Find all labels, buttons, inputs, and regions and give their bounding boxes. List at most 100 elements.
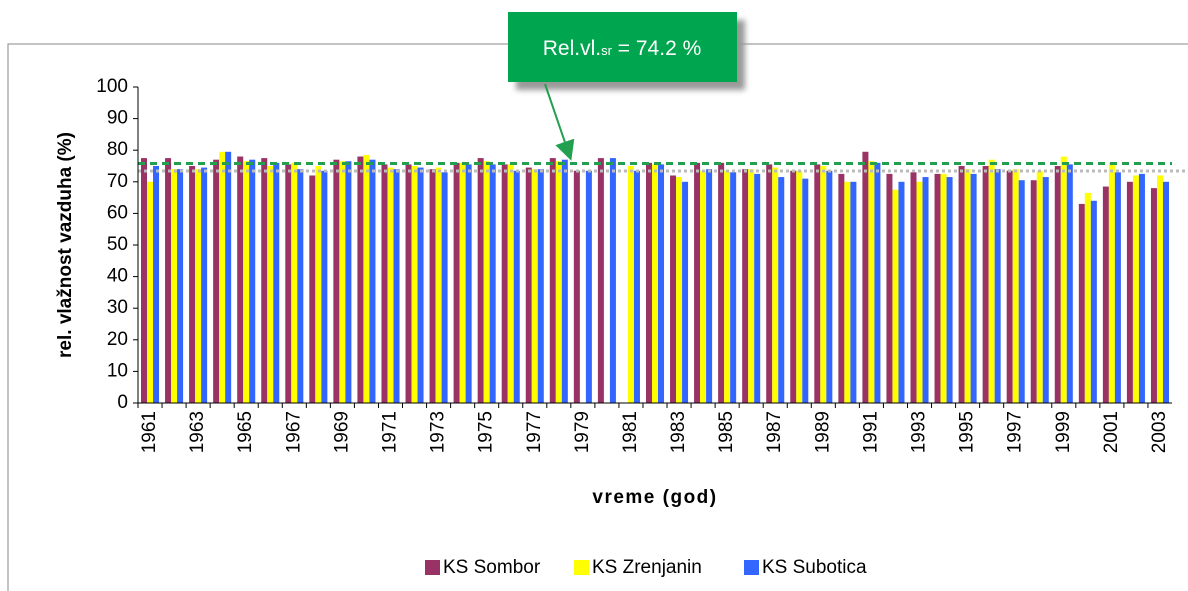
x-tick-label: 1991 (860, 411, 881, 453)
bar (964, 169, 971, 403)
x-tick-label: 1969 (331, 411, 352, 453)
x-tick-label: 1997 (1005, 411, 1026, 453)
legend-swatch (425, 560, 440, 575)
bar (988, 159, 995, 403)
bar (1078, 203, 1085, 403)
bar (1132, 175, 1139, 403)
annotation-box (508, 12, 737, 82)
bar (213, 159, 220, 403)
bar (201, 167, 208, 403)
frame (7, 43, 1188, 591)
bar (802, 178, 809, 403)
x-tick-label: 1987 (764, 411, 785, 453)
bar (940, 173, 947, 403)
x-tick-label: 1965 (235, 411, 256, 453)
bar (513, 170, 520, 403)
bar (147, 181, 154, 403)
bar (339, 161, 346, 403)
bar (1084, 192, 1091, 403)
bar (177, 169, 184, 403)
annotation: Rel.vl.sr = 74.2 % (508, 12, 737, 161)
bar (730, 172, 737, 403)
bar (670, 175, 677, 403)
bar (754, 173, 761, 403)
bar (1030, 180, 1037, 403)
y-tick-label: 80 (107, 139, 128, 160)
bar (1066, 164, 1073, 403)
bar (483, 161, 490, 403)
x-tick-label: 1981 (620, 411, 641, 453)
bar (237, 156, 244, 403)
bar (393, 169, 400, 403)
bar (141, 158, 148, 403)
bar (459, 162, 466, 403)
bar (724, 170, 731, 403)
bar (958, 166, 965, 403)
x-tick-label: 2003 (1149, 411, 1170, 453)
bar (165, 158, 172, 403)
bar (525, 167, 532, 403)
bar (441, 172, 448, 403)
x-tick-label: 1995 (957, 411, 978, 453)
bar (261, 158, 268, 403)
bar (820, 166, 827, 403)
bar (1006, 170, 1013, 403)
bar (321, 170, 328, 403)
bar (1060, 156, 1067, 403)
bar (778, 177, 785, 403)
bar (267, 166, 274, 403)
y-tick-label: 90 (107, 108, 128, 129)
bar (658, 164, 665, 403)
bar (357, 156, 364, 403)
bar (1114, 172, 1121, 403)
bar (507, 164, 514, 403)
bar (411, 166, 418, 403)
bar (219, 151, 226, 403)
bar (189, 166, 196, 403)
bar (531, 169, 538, 403)
y-tick-label: 0 (117, 392, 128, 413)
bar (633, 170, 640, 403)
bar (772, 167, 779, 403)
bar (549, 158, 556, 403)
bar (826, 170, 833, 403)
x-tick-label: 1975 (476, 411, 497, 453)
bar (345, 161, 352, 403)
bar (1042, 177, 1049, 403)
bar (429, 169, 436, 403)
legend-label: KS Subotica (762, 557, 867, 578)
bar (922, 177, 929, 403)
bar (1090, 200, 1097, 403)
legend: KS Sombor KS Zrenjanin KS Subotica (425, 557, 867, 578)
bar (249, 159, 256, 403)
x-tick-label: 1973 (428, 411, 449, 453)
x-tick-label: 1983 (668, 411, 689, 453)
y-tick-label: 30 (107, 297, 128, 318)
bar (609, 158, 616, 403)
bar (405, 164, 412, 403)
bar (766, 164, 773, 403)
bar (676, 177, 683, 403)
bar (273, 162, 280, 403)
x-tick-label: 1999 (1053, 411, 1074, 453)
annotation-arrow (544, 83, 575, 161)
bar (1156, 175, 1163, 403)
bar (892, 189, 899, 403)
x-axis-title: vreme (god) (592, 487, 717, 508)
legend-swatch (574, 560, 589, 575)
y-tick-label: 70 (107, 171, 128, 192)
bar (369, 159, 376, 403)
bar (844, 181, 851, 403)
bar (651, 164, 659, 403)
bar (994, 169, 1001, 403)
x-tick-label: 1971 (380, 411, 401, 453)
bar (1102, 186, 1109, 403)
bar (387, 167, 394, 403)
bar (1150, 188, 1157, 403)
bar (153, 166, 160, 403)
y-axis-title: rel. vlažnost vazduha (%) (55, 132, 76, 358)
x-tick-label: 1993 (909, 411, 930, 453)
x-tick-label: 2001 (1101, 411, 1122, 453)
bar (645, 162, 652, 403)
bar (1108, 162, 1115, 403)
